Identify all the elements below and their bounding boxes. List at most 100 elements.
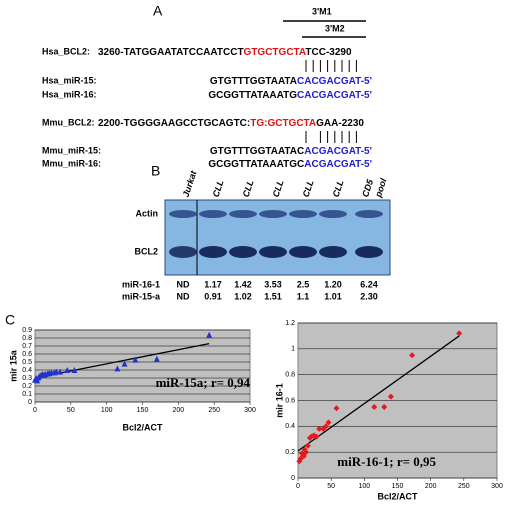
sequence: GTGTTTGGTAATACACGACGAT-5' — [210, 76, 372, 87]
sequence-segment: GCGGTTATAAATG — [208, 90, 297, 101]
point — [206, 331, 213, 338]
x-tick-label: 100 — [358, 483, 370, 490]
y-tick-label: 1 — [291, 346, 295, 353]
sequence-segment: TG:GCTGCTA — [250, 118, 316, 129]
sequence: 3260-TATGGAATATCCAATCCTGTGCTGCTATCC-3290 — [98, 47, 352, 58]
sequence: 2200-TGGGGAAGCCTGCAGTC:TG:GCTGCTAGAA-223… — [98, 118, 364, 129]
y-tick-label: 0.4 — [285, 423, 295, 430]
x-axis-label: Bcl2/ACT — [122, 422, 163, 432]
y-tick-label: 0.4 — [22, 367, 32, 374]
y-tick-label: 0.6 — [285, 397, 295, 404]
sequence-name: Hsa_BCL2: — [42, 46, 90, 56]
point — [325, 419, 332, 426]
sequence-segment: 2200-TGGGGAAGCCTGCAGTC: — [98, 118, 250, 129]
x-tick-label: 0 — [33, 407, 37, 414]
lane-label: CLL — [211, 179, 226, 199]
band — [199, 210, 227, 218]
band — [169, 210, 197, 218]
band — [169, 246, 197, 258]
sequence-name: Hsa_miR-15: — [42, 75, 97, 85]
sequence-segment: GTGCTGCTA — [244, 47, 306, 58]
point — [121, 360, 128, 367]
cell: 1.1 — [297, 291, 310, 301]
sequence: GCGGTTATAAATGCACGACGAT-5' — [208, 90, 372, 101]
point — [381, 403, 388, 410]
point — [456, 330, 463, 337]
x-tick-label: 0 — [296, 483, 300, 490]
cell: 1.17 — [204, 279, 222, 289]
band — [289, 210, 317, 218]
panel-label: C — [5, 312, 15, 328]
lane-label: CLL — [241, 179, 256, 199]
y-tick-label: 0.8 — [22, 335, 32, 342]
y-tick-label: 0.3 — [22, 375, 32, 382]
x-axis-label: Bcl2/ACT — [377, 491, 418, 501]
sequence-name: Hsa_miR-16: — [42, 89, 97, 99]
sequence-name: Mmu_BCL2: — [42, 117, 95, 127]
point — [409, 352, 416, 359]
cell: 1.51 — [264, 291, 282, 301]
motif-label: 3'M1 — [312, 6, 332, 16]
point — [322, 423, 329, 430]
panel-label: A — [153, 3, 163, 19]
sequence-segment: GAA-2230 — [316, 118, 364, 129]
sequence-segment: 3260-TATGGAATATCCAATCCT — [98, 47, 244, 58]
lane-label: CLL — [331, 179, 346, 199]
y-axis-label: mir 15a — [8, 349, 18, 382]
sequence-name: Mmu_miR-16: — [42, 158, 101, 168]
lane-label: CLL — [271, 179, 286, 199]
x-tick-label: 150 — [392, 483, 404, 490]
point — [71, 367, 78, 373]
sequence-segment: GTGTTTGGTAATAC — [210, 146, 304, 157]
point — [387, 393, 394, 400]
x-tick-label: 250 — [208, 407, 220, 414]
y-tick-label: 0.5 — [22, 359, 32, 366]
cell: 2.30 — [360, 291, 378, 301]
cell: ND — [177, 279, 190, 289]
point — [302, 449, 309, 456]
y-tick-label: 0.8 — [285, 372, 295, 379]
cell: 1.42 — [234, 279, 252, 289]
band-label: BCL2 — [134, 246, 158, 256]
x-tick-label: 50 — [67, 407, 75, 414]
sequence-name: Mmu_miR-15: — [42, 145, 101, 155]
point — [57, 368, 64, 375]
motif-label: 3'M2 — [325, 23, 345, 33]
sequence-segment: TCC-3290 — [305, 47, 352, 58]
x-tick-label: 50 — [327, 483, 335, 490]
band — [319, 246, 347, 258]
plot-area — [34, 329, 251, 403]
trendline — [297, 335, 460, 452]
band — [319, 210, 347, 218]
y-tick-label: 0.7 — [22, 343, 32, 350]
y-tick-label: 0.2 — [285, 449, 295, 456]
point — [333, 405, 340, 412]
y-tick-label: 0.1 — [22, 391, 32, 398]
point — [313, 433, 320, 440]
band — [199, 246, 227, 258]
y-tick-label: 0 — [291, 475, 295, 482]
x-tick-label: 300 — [491, 483, 503, 490]
x-tick-label: 200 — [425, 483, 437, 490]
point — [153, 355, 160, 362]
sequence-segment: ACGACGAT-5' — [304, 146, 372, 157]
band — [229, 210, 257, 218]
sequence-segment: ACGACGAT-5' — [304, 159, 372, 170]
cell: 0.91 — [204, 291, 222, 301]
panel-label: B — [151, 163, 160, 179]
y-tick-label: 0 — [28, 399, 32, 406]
band — [229, 246, 257, 258]
lane-label: CLL — [301, 179, 316, 199]
cell: 3.53 — [264, 279, 282, 289]
x-tick-label: 200 — [172, 407, 184, 414]
band — [289, 246, 317, 258]
point — [34, 377, 41, 384]
trendline — [34, 342, 210, 379]
sequence-segment: GTGTTTGGTAATA — [210, 76, 297, 87]
row-label: miR-15-a — [122, 291, 161, 301]
sequence: GTGTTTGGTAATACACGACGAT-5' — [210, 146, 372, 157]
point — [304, 442, 311, 449]
cell: 1.20 — [324, 279, 342, 289]
band — [259, 246, 287, 258]
